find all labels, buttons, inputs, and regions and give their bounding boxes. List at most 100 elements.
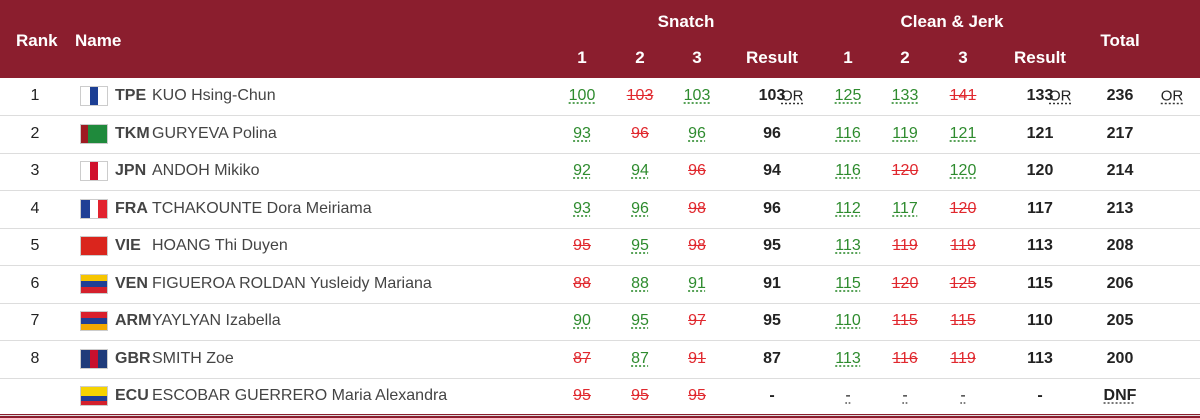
cj-attempt: 119 bbox=[950, 237, 976, 254]
cj-attempt: 117 bbox=[892, 199, 918, 217]
athlete-name: GURYEVA Polina bbox=[152, 124, 277, 142]
total: DNF bbox=[1103, 387, 1137, 404]
rank: 8 bbox=[30, 349, 40, 367]
snatch-attempt: 87 bbox=[573, 349, 591, 367]
rank: 2 bbox=[30, 124, 40, 142]
country-code: JPN bbox=[115, 162, 147, 179]
snatch-attempt: 98 bbox=[688, 237, 706, 254]
cj-attempt: 110 bbox=[835, 312, 861, 329]
header-name: Name bbox=[75, 31, 122, 50]
header-attempt: 1 bbox=[577, 48, 587, 67]
header-attempt: 2 bbox=[900, 48, 910, 67]
athlete-name: KUO Hsing-Chun bbox=[152, 87, 276, 104]
athlete-name: ESCOBAR GUERRERO Maria Alexandra bbox=[152, 387, 448, 404]
header-rank: Rank bbox=[16, 31, 58, 50]
rank: 5 bbox=[30, 237, 40, 254]
snatch-attempt: 95 bbox=[573, 237, 591, 254]
cj-result: 110 bbox=[1027, 312, 1053, 329]
cj-result: 117 bbox=[1027, 199, 1053, 217]
cj-attempt: 121 bbox=[949, 124, 977, 142]
country-code: TPE bbox=[115, 87, 147, 104]
cj-attempt: 133 bbox=[891, 87, 919, 104]
flag bbox=[80, 198, 108, 219]
cj-result: 120 bbox=[1026, 162, 1054, 179]
country-code: ARM bbox=[115, 312, 152, 329]
rank: 3 bbox=[30, 162, 40, 179]
cj-result: 115 bbox=[1027, 274, 1053, 292]
cj-attempt: 120 bbox=[949, 162, 977, 179]
athlete-name: HOANG Thi Duyen bbox=[152, 237, 288, 254]
header-clean-jerk: Clean & Jerk bbox=[900, 12, 1004, 31]
table-row: 8 GBR SMITH Zoe 87 87 91 87 113 116 119 113 200 bbox=[0, 341, 1200, 379]
table-row: ECU ESCOBAR GUERRERO Maria Alexandra 95 95 9… bbox=[0, 378, 1200, 416]
cj-attempt: 141 bbox=[949, 87, 977, 104]
cj-attempt: - bbox=[845, 387, 851, 404]
snatch-attempt: 91 bbox=[688, 349, 706, 367]
snatch-attempt: 100 bbox=[568, 87, 596, 104]
cj-attempt: 112 bbox=[835, 199, 861, 217]
country-code: VIE bbox=[115, 237, 141, 254]
cj-attempt: 113 bbox=[835, 237, 861, 254]
athlete-name: FIGUEROA ROLDAN Yusleidy Mariana bbox=[152, 274, 432, 292]
record: OR bbox=[781, 87, 804, 105]
flag bbox=[80, 161, 108, 181]
cj-attempt: - bbox=[960, 387, 966, 404]
snatch-attempt: 93 bbox=[573, 199, 591, 217]
rank: 7 bbox=[30, 312, 40, 329]
snatch-attempt: 87 bbox=[631, 349, 649, 367]
snatch-attempt: 88 bbox=[573, 274, 591, 292]
snatch-attempt: 94 bbox=[631, 162, 649, 179]
rank: 6 bbox=[30, 274, 40, 292]
country-code: GBR bbox=[115, 349, 151, 367]
cj-attempt: 125 bbox=[949, 274, 977, 292]
snatch-attempt: 88 bbox=[631, 274, 649, 292]
table-row: 6 VEN FIGUEROA ROLDAN Yusleidy Mariana 88 88… bbox=[0, 266, 1200, 304]
flag bbox=[80, 236, 108, 256]
snatch-attempt: 91 bbox=[688, 274, 706, 292]
table-row: 1 TPE KUO Hsing-Chun 100 103 103 103 OR 125 133 14… bbox=[0, 78, 1200, 116]
cj-result: 113 bbox=[1027, 237, 1053, 254]
total: 208 bbox=[1106, 237, 1134, 254]
table-row: 3 JPN ANDOH Mikiko 92 94 96 94 116 120 120 120 214 bbox=[0, 153, 1200, 191]
snatch-attempt: 96 bbox=[631, 199, 649, 217]
table-row: 4 FRA TCHAKOUNTE Dora Meiriama 93 96 98 96 112 1… bbox=[0, 191, 1200, 229]
cj-attempt: 113 bbox=[835, 349, 861, 367]
athlete-name: ANDOH Mikiko bbox=[152, 162, 260, 179]
snatch-attempt: 93 bbox=[573, 124, 591, 142]
snatch-attempt: 96 bbox=[631, 124, 649, 142]
country-code: FRA bbox=[115, 199, 148, 217]
header-result: Result bbox=[746, 48, 798, 67]
cj-attempt: 115 bbox=[892, 312, 918, 329]
cj-attempt: 115 bbox=[950, 312, 976, 329]
cj-result: 133 bbox=[1026, 87, 1054, 104]
snatch-result: - bbox=[769, 387, 775, 404]
cj-attempt: 119 bbox=[950, 349, 976, 367]
header-result: Result bbox=[1014, 48, 1066, 67]
total: 200 bbox=[1106, 349, 1134, 367]
snatch-attempt: 95 bbox=[631, 312, 649, 329]
cj-attempt: 119 bbox=[892, 124, 918, 142]
cj-attempt: 119 bbox=[892, 237, 918, 254]
header-attempt: 1 bbox=[843, 48, 853, 67]
flag bbox=[80, 311, 108, 331]
table-row: 5 VIE HOANG Thi Duyen 95 95 98 95 113 119 119 113 2… bbox=[0, 228, 1200, 266]
snatch-result: 91 bbox=[763, 274, 781, 292]
header-total: Total bbox=[1100, 31, 1140, 50]
cj-attempt: 120 bbox=[891, 274, 919, 292]
cj-attempt: 116 bbox=[892, 349, 918, 367]
table-row: 7 ARM YAYLYAN Izabella 90 95 97 95 110 115 115 110… bbox=[0, 303, 1200, 341]
country-code: VEN bbox=[115, 274, 148, 292]
snatch-attempt: 95 bbox=[631, 237, 649, 254]
total: 214 bbox=[1106, 162, 1134, 179]
total: 236 bbox=[1106, 87, 1134, 104]
record: OR bbox=[1160, 87, 1184, 105]
header-attempt: 3 bbox=[692, 48, 702, 67]
total: 206 bbox=[1106, 274, 1134, 292]
snatch-attempt: 96 bbox=[688, 162, 706, 179]
cj-attempt: 115 bbox=[835, 274, 861, 292]
total: 217 bbox=[1106, 124, 1134, 142]
snatch-attempt: 96 bbox=[688, 124, 706, 142]
header-attempt: 2 bbox=[635, 48, 645, 67]
cj-attempt: - bbox=[902, 387, 908, 404]
